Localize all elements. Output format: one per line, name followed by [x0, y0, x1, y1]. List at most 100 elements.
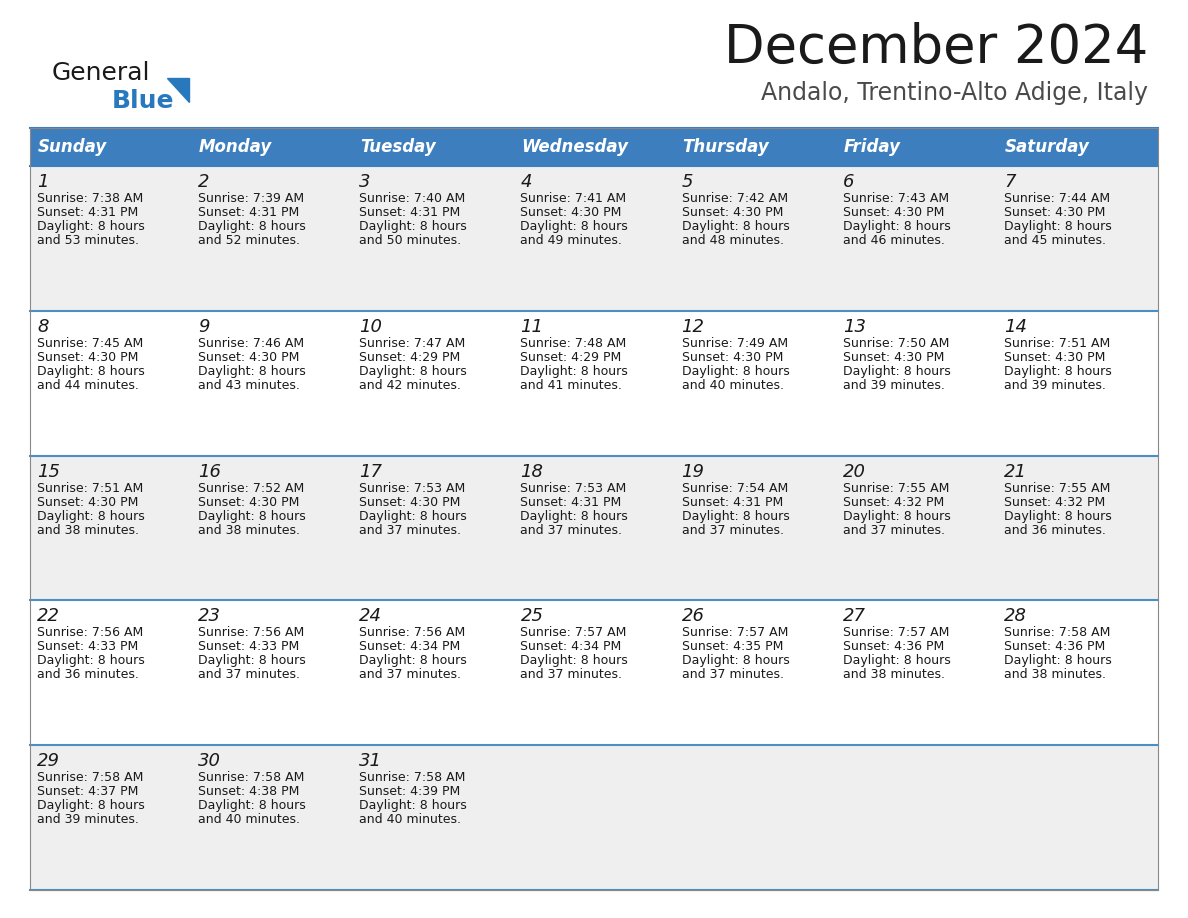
- Text: Sunrise: 7:45 AM: Sunrise: 7:45 AM: [37, 337, 144, 350]
- Text: Daylight: 8 hours: Daylight: 8 hours: [1004, 509, 1112, 522]
- Text: Daylight: 8 hours: Daylight: 8 hours: [682, 509, 789, 522]
- Text: 16: 16: [198, 463, 221, 481]
- Text: Daylight: 8 hours: Daylight: 8 hours: [359, 655, 467, 667]
- Text: Daylight: 8 hours: Daylight: 8 hours: [1004, 655, 1112, 667]
- Text: Sunset: 4:31 PM: Sunset: 4:31 PM: [37, 206, 138, 219]
- Text: and 49 minutes.: and 49 minutes.: [520, 234, 623, 247]
- Text: 24: 24: [359, 608, 383, 625]
- Text: and 36 minutes.: and 36 minutes.: [1004, 523, 1106, 537]
- Text: Daylight: 8 hours: Daylight: 8 hours: [682, 220, 789, 233]
- Text: Daylight: 8 hours: Daylight: 8 hours: [359, 800, 467, 812]
- Text: Daylight: 8 hours: Daylight: 8 hours: [520, 509, 628, 522]
- Text: Sunrise: 7:41 AM: Sunrise: 7:41 AM: [520, 192, 626, 205]
- Text: 30: 30: [198, 752, 221, 770]
- Text: Daylight: 8 hours: Daylight: 8 hours: [842, 220, 950, 233]
- Text: and 50 minutes.: and 50 minutes.: [359, 234, 461, 247]
- Text: Daylight: 8 hours: Daylight: 8 hours: [37, 509, 145, 522]
- Text: Sunrise: 7:55 AM: Sunrise: 7:55 AM: [1004, 482, 1111, 495]
- Text: Daylight: 8 hours: Daylight: 8 hours: [520, 220, 628, 233]
- Text: Sunrise: 7:57 AM: Sunrise: 7:57 AM: [842, 626, 949, 640]
- Text: and 38 minutes.: and 38 minutes.: [198, 523, 301, 537]
- Bar: [835, 128, 997, 166]
- Text: 13: 13: [842, 318, 866, 336]
- Text: Tuesday: Tuesday: [360, 138, 436, 156]
- Text: Sunset: 4:30 PM: Sunset: 4:30 PM: [37, 496, 138, 509]
- Text: Sunrise: 7:48 AM: Sunrise: 7:48 AM: [520, 337, 627, 350]
- Text: 31: 31: [359, 752, 383, 770]
- Text: Sunrise: 7:51 AM: Sunrise: 7:51 AM: [37, 482, 144, 495]
- Text: Sunrise: 7:40 AM: Sunrise: 7:40 AM: [359, 192, 466, 205]
- Text: 4: 4: [520, 173, 532, 191]
- Bar: [513, 128, 675, 166]
- Text: 5: 5: [682, 173, 693, 191]
- Text: 26: 26: [682, 608, 704, 625]
- Text: Daylight: 8 hours: Daylight: 8 hours: [520, 364, 628, 378]
- Text: Daylight: 8 hours: Daylight: 8 hours: [1004, 220, 1112, 233]
- Text: Sunrise: 7:55 AM: Sunrise: 7:55 AM: [842, 482, 949, 495]
- Text: 8: 8: [37, 318, 49, 336]
- Bar: [30, 745, 1158, 890]
- Text: Sunrise: 7:54 AM: Sunrise: 7:54 AM: [682, 482, 788, 495]
- Text: and 39 minutes.: and 39 minutes.: [842, 379, 944, 392]
- Text: Sunrise: 7:51 AM: Sunrise: 7:51 AM: [1004, 337, 1110, 350]
- Text: Daylight: 8 hours: Daylight: 8 hours: [842, 509, 950, 522]
- Text: Sunrise: 7:56 AM: Sunrise: 7:56 AM: [37, 626, 144, 640]
- Text: Sunrise: 7:58 AM: Sunrise: 7:58 AM: [359, 771, 466, 784]
- Text: and 40 minutes.: and 40 minutes.: [198, 813, 301, 826]
- Text: 10: 10: [359, 318, 383, 336]
- Text: and 53 minutes.: and 53 minutes.: [37, 234, 139, 247]
- Text: Sunset: 4:30 PM: Sunset: 4:30 PM: [682, 351, 783, 364]
- Text: and 46 minutes.: and 46 minutes.: [842, 234, 944, 247]
- Text: Sunrise: 7:58 AM: Sunrise: 7:58 AM: [37, 771, 144, 784]
- Text: 19: 19: [682, 463, 704, 481]
- Text: Friday: Friday: [843, 138, 901, 156]
- Text: Sunrise: 7:58 AM: Sunrise: 7:58 AM: [1004, 626, 1111, 640]
- Text: Sunset: 4:30 PM: Sunset: 4:30 PM: [682, 206, 783, 219]
- Text: and 37 minutes.: and 37 minutes.: [359, 668, 461, 681]
- Text: Sunrise: 7:46 AM: Sunrise: 7:46 AM: [198, 337, 304, 350]
- Text: Sunrise: 7:50 AM: Sunrise: 7:50 AM: [842, 337, 949, 350]
- Text: Daylight: 8 hours: Daylight: 8 hours: [37, 655, 145, 667]
- Bar: [997, 128, 1158, 166]
- Text: Sunset: 4:35 PM: Sunset: 4:35 PM: [682, 641, 783, 654]
- Bar: [191, 128, 353, 166]
- Text: Sunrise: 7:56 AM: Sunrise: 7:56 AM: [359, 626, 466, 640]
- Text: 18: 18: [520, 463, 543, 481]
- Text: Sunrise: 7:57 AM: Sunrise: 7:57 AM: [520, 626, 627, 640]
- Text: and 42 minutes.: and 42 minutes.: [359, 379, 461, 392]
- Text: 14: 14: [1004, 318, 1026, 336]
- Text: Daylight: 8 hours: Daylight: 8 hours: [198, 364, 305, 378]
- Text: and 37 minutes.: and 37 minutes.: [359, 523, 461, 537]
- Text: and 40 minutes.: and 40 minutes.: [682, 379, 784, 392]
- Text: 20: 20: [842, 463, 866, 481]
- Text: 25: 25: [520, 608, 543, 625]
- Text: and 52 minutes.: and 52 minutes.: [198, 234, 301, 247]
- Text: Daylight: 8 hours: Daylight: 8 hours: [37, 364, 145, 378]
- Text: Sunset: 4:30 PM: Sunset: 4:30 PM: [198, 496, 299, 509]
- Text: and 38 minutes.: and 38 minutes.: [842, 668, 944, 681]
- Bar: [30, 311, 1158, 455]
- Text: Daylight: 8 hours: Daylight: 8 hours: [198, 655, 305, 667]
- Text: Sunset: 4:33 PM: Sunset: 4:33 PM: [37, 641, 138, 654]
- Text: and 44 minutes.: and 44 minutes.: [37, 379, 139, 392]
- Text: Sunrise: 7:58 AM: Sunrise: 7:58 AM: [198, 771, 304, 784]
- Text: December 2024: December 2024: [723, 22, 1148, 74]
- Bar: [353, 128, 513, 166]
- Text: Daylight: 8 hours: Daylight: 8 hours: [359, 364, 467, 378]
- Text: Daylight: 8 hours: Daylight: 8 hours: [359, 509, 467, 522]
- Text: Andalo, Trentino-Alto Adige, Italy: Andalo, Trentino-Alto Adige, Italy: [762, 81, 1148, 105]
- Text: Blue: Blue: [112, 89, 175, 113]
- Text: Sunset: 4:33 PM: Sunset: 4:33 PM: [198, 641, 299, 654]
- Text: 21: 21: [1004, 463, 1026, 481]
- Text: Sunrise: 7:47 AM: Sunrise: 7:47 AM: [359, 337, 466, 350]
- Text: and 37 minutes.: and 37 minutes.: [682, 523, 784, 537]
- Bar: [30, 600, 1158, 745]
- Text: and 43 minutes.: and 43 minutes.: [198, 379, 301, 392]
- Text: Daylight: 8 hours: Daylight: 8 hours: [842, 655, 950, 667]
- Text: Daylight: 8 hours: Daylight: 8 hours: [37, 220, 145, 233]
- Text: and 40 minutes.: and 40 minutes.: [359, 813, 461, 826]
- Text: 11: 11: [520, 318, 543, 336]
- Text: Sunrise: 7:42 AM: Sunrise: 7:42 AM: [682, 192, 788, 205]
- Bar: [30, 166, 1158, 311]
- Text: Daylight: 8 hours: Daylight: 8 hours: [37, 800, 145, 812]
